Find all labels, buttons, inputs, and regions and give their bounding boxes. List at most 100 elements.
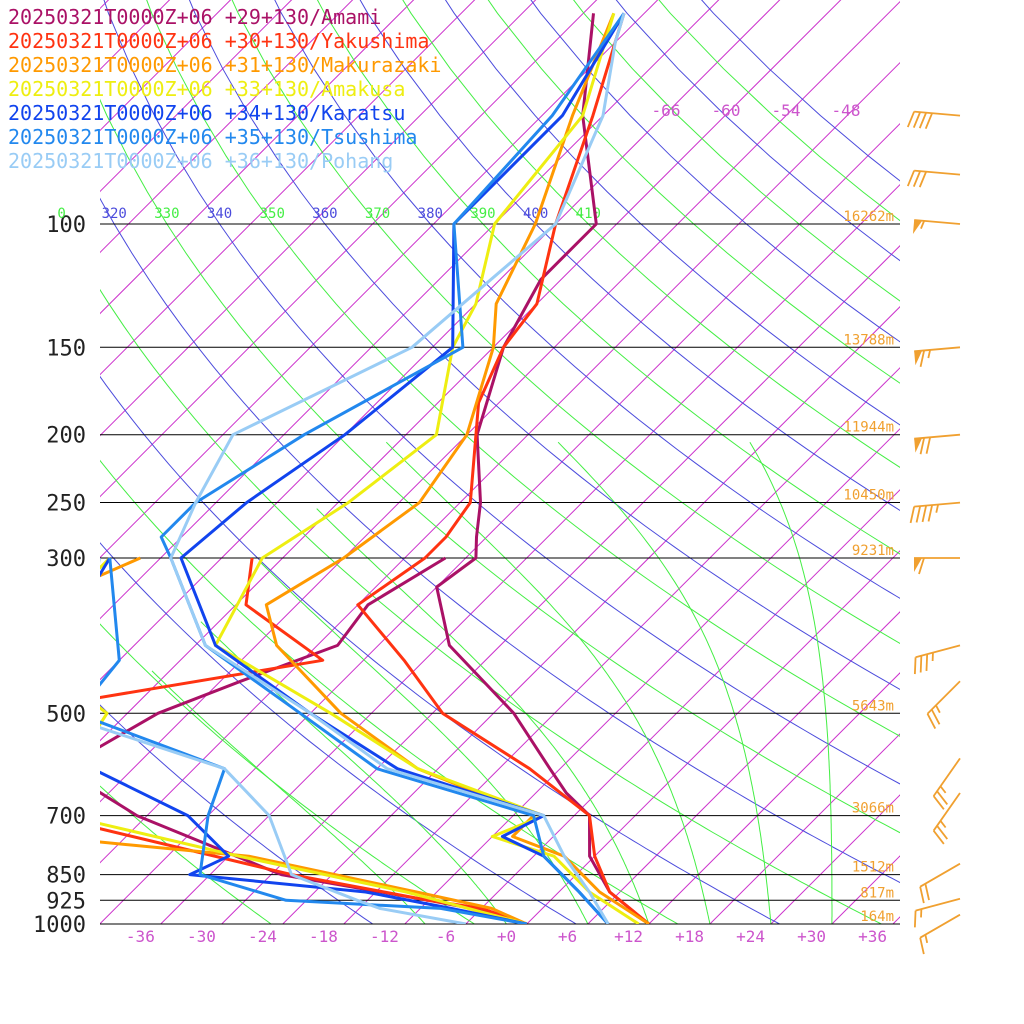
pressure-label: 700 [46, 805, 86, 830]
pressure-label: 925 [46, 889, 86, 914]
temp-tick-label: +12 [614, 927, 643, 946]
barb-flag [914, 350, 923, 366]
legend-item: 20250321T0000Z+06 +35+130/Tsushima [8, 125, 417, 149]
isotherm-line [160, 184, 900, 924]
isotherm-line [282, 306, 900, 924]
pressure-label: 100 [46, 213, 86, 238]
pressure-label: 500 [46, 702, 86, 727]
barb-staff [926, 680, 961, 715]
adiabat-line [444, 0, 900, 426]
height-label: 164m [860, 909, 894, 925]
temp-tick-label: +30 [797, 927, 826, 946]
barb-full [932, 830, 945, 845]
isotherm-line [100, 0, 659, 559]
barb-full [918, 171, 927, 188]
barb-full [932, 795, 945, 810]
isotherm-line [770, 794, 900, 924]
isotherm-line [1015, 0, 1024, 924]
barb-staff [915, 644, 961, 659]
isotherm-line [526, 550, 900, 924]
wind-barb [909, 501, 961, 524]
barb-half [939, 785, 947, 794]
pressure-label: 850 [46, 864, 86, 889]
isotherm-line [100, 0, 232, 132]
barb-full [921, 505, 928, 523]
barb-full [918, 557, 925, 575]
wind-barb [906, 110, 961, 130]
legend: 20250321T0000Z+06 +29+130/Amami20250321T… [8, 5, 441, 173]
isotherm-line [100, 0, 720, 620]
barb-half [935, 504, 939, 513]
barb-full [919, 655, 923, 673]
isotherm-line [100, 0, 476, 376]
barb-full [927, 504, 933, 522]
pressure-label: 200 [46, 424, 86, 449]
barb-staff [915, 897, 961, 912]
height-label: 13788m [843, 332, 894, 348]
legend-item: 20250321T0000Z+06 +36+130/Pohang [8, 149, 393, 173]
wind-barb [932, 757, 961, 810]
isobar-lines [100, 223, 900, 925]
legend-item: 20250321T0000Z+06 +31+130/Makurazaki [8, 53, 441, 77]
adiabat-line [701, 0, 900, 182]
barb-half [924, 934, 929, 944]
isotherm-label: -66 [652, 101, 681, 120]
barb-full [912, 111, 921, 128]
barb-staff [932, 757, 961, 797]
barb-half [939, 820, 947, 829]
wind-barb [914, 557, 960, 575]
legend-item: 20250321T0000Z+06 +33+130/Amakusa [8, 77, 405, 101]
height-label: 3066m [852, 801, 894, 817]
barb-full [936, 790, 949, 805]
moist-adiabat-line [200, 621, 507, 924]
isotherm-line [100, 0, 900, 803]
theta-label: 400 [523, 206, 548, 222]
isotherm-line [100, 0, 293, 193]
adiabat-line [658, 0, 900, 222]
dewpoint-line-5 [100, 557, 528, 924]
adiabat-line [615, 0, 900, 262]
wind-barb [913, 644, 961, 675]
barb-full [936, 825, 949, 840]
adiabat-line [530, 0, 900, 343]
height-label: 1512m [852, 860, 894, 876]
theta-label: 0 [57, 206, 65, 222]
barb-staff [914, 169, 961, 176]
isotherm-line [221, 245, 900, 924]
barb-full [924, 112, 933, 130]
temp-tick-label: -6 [436, 927, 455, 946]
wind-barb [906, 169, 961, 188]
theta-label: 360 [312, 206, 337, 222]
barb-half [935, 704, 941, 714]
legend-item: 20250321T0000Z+06 +34+130/Karatsu [8, 101, 405, 125]
theta-label: 380 [418, 206, 443, 222]
dewpoint-line-2 [100, 556, 528, 924]
barb-full [912, 170, 921, 187]
height-label: 5643m [852, 698, 894, 714]
barb-full [919, 937, 925, 955]
temperature-line-6 [169, 12, 626, 924]
barb-full [906, 170, 916, 187]
moist-adiabat-line [749, 441, 833, 924]
isotherm-line [100, 0, 354, 254]
barb-staff [914, 501, 961, 508]
height-label: 11944m [843, 420, 894, 436]
isotherm-label: -48 [832, 101, 861, 120]
height-label: 9231m [852, 543, 894, 559]
barb-half [927, 349, 931, 359]
isotherm-line [100, 122, 900, 924]
theta-label: 320 [102, 206, 127, 222]
barb-staff [919, 862, 961, 888]
isotherm-line [100, 0, 598, 498]
moist-adiabat-line [385, 441, 711, 924]
isotherm-line [404, 428, 900, 924]
barb-full [924, 883, 930, 901]
dewpoint-line-6 [100, 558, 467, 924]
adiabat-line [100, 623, 475, 924]
axis-labels: 100 16262m 150 13788m 200 11944m 250 10450m 300 9… [33, 101, 894, 946]
barb-full [919, 886, 925, 904]
wind-barb [926, 680, 961, 729]
height-label: 16262m [843, 209, 894, 225]
barb-staff [914, 346, 961, 353]
